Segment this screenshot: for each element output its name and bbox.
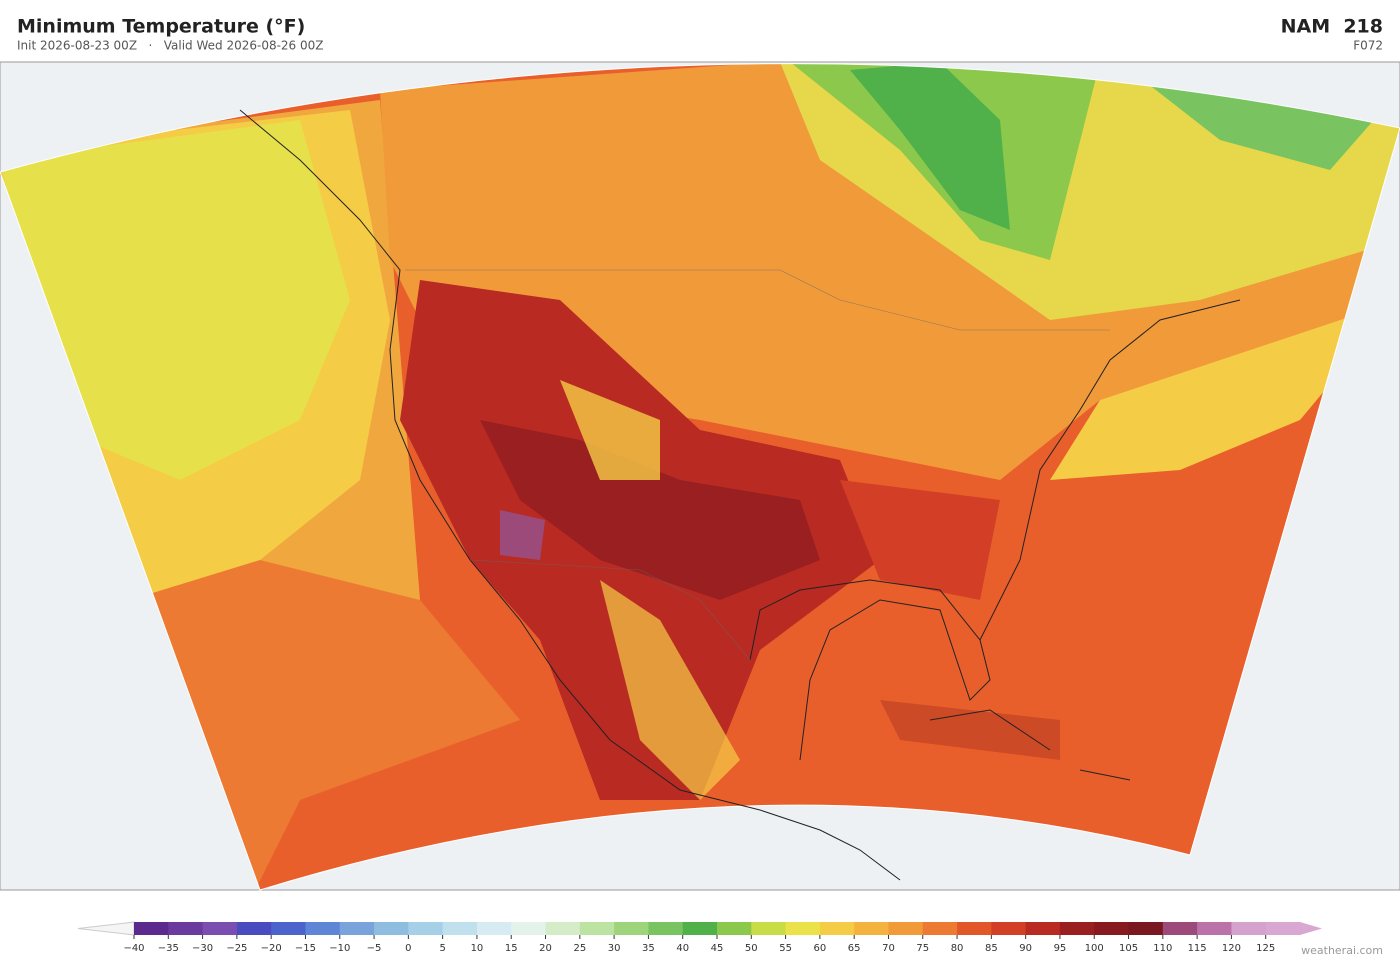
- colorbar-tick-label: −5: [367, 943, 382, 954]
- colorbar-bin: [648, 922, 684, 935]
- colorbar-bin: [442, 922, 478, 935]
- colorbar-tick-label: 20: [539, 943, 552, 954]
- colorbar-bin: [854, 922, 889, 935]
- colorbar-bin: [1231, 922, 1267, 935]
- colorbar-tick-label: 95: [1054, 943, 1067, 954]
- colorbar-bin: [476, 922, 512, 935]
- colorbar-tick-label: −25: [226, 943, 247, 954]
- colorbar-bin: [1025, 922, 1061, 935]
- colorbar-tick-label: 100: [1085, 943, 1104, 954]
- colorbar-tick-label: 75: [916, 943, 929, 954]
- credit: weatherai.com: [1301, 944, 1383, 957]
- borders: [405, 269, 1110, 661]
- colorbar-tick-label: 120: [1222, 943, 1241, 954]
- colorbar-tick-label: 90: [1019, 943, 1032, 954]
- title: Minimum Temperature (°F): [17, 16, 305, 38]
- colorbar-bin: [374, 922, 409, 935]
- colorbar-tick-label: 0: [405, 943, 411, 954]
- colorbar-bin: [408, 922, 444, 935]
- model-name: NAM 218: [1281, 16, 1383, 38]
- colorbar-bin: [614, 922, 649, 935]
- colorbar-tick-label: 5: [439, 943, 445, 954]
- colorbar-bin: [957, 922, 992, 935]
- colorbar-bin: [682, 922, 718, 935]
- colorbar-bin: [545, 922, 581, 935]
- colorbar-bin: [134, 922, 169, 935]
- colorbar-bin: [1059, 922, 1095, 935]
- colorbar-tick-label: 70: [882, 943, 895, 954]
- colorbar-tick-label: 115: [1188, 943, 1207, 954]
- colorbar-tick-label: −30: [192, 943, 213, 954]
- colorbar-tick-label: 45: [711, 943, 724, 954]
- colorbar-tick-label: 65: [848, 943, 861, 954]
- colorbar: −40 −35 −30 −25 −20 −15 −10 −5 0 5 10 15 20 25 30 35 40 4…: [77, 921, 1322, 954]
- colorbar-bin: [511, 922, 547, 935]
- colorbar-tick-label: 60: [814, 943, 827, 954]
- colorbar-bin: [1162, 922, 1198, 935]
- colorbar-tick-label: 25: [573, 943, 586, 954]
- colorbar-bin: [1265, 922, 1301, 935]
- subtitle: Init 2026-08-23 00Z · Valid Wed 2026-08-…: [17, 39, 324, 53]
- coastlines: [239, 109, 1241, 881]
- colorbar-bin: [1094, 922, 1130, 935]
- colorbar-tick-label: 55: [779, 943, 792, 954]
- colorbar-tick-label: 125: [1256, 943, 1275, 954]
- colorbar-bin: [305, 922, 341, 935]
- colorbar-tick-label: 85: [985, 943, 998, 954]
- colorbar-bin: [819, 922, 855, 935]
- colorbar-bin: [751, 922, 787, 935]
- colorbar-bin: [202, 922, 238, 935]
- colorbar-bin: [339, 922, 375, 935]
- colorbar-tick-label: 80: [951, 943, 964, 954]
- colorbar-tick-label: −15: [295, 943, 316, 954]
- colorbar-bin: [922, 922, 958, 935]
- domain-outline: [0, 63, 1400, 891]
- colorbar-tick-label: 40: [676, 943, 689, 954]
- forecast-hour: F072: [1353, 39, 1383, 53]
- colorbar-bin: [888, 922, 924, 935]
- colorbar-bin: [236, 922, 272, 935]
- colorbar-tick-label: 50: [745, 943, 758, 954]
- colorbar-tick-label: 35: [642, 943, 655, 954]
- colorbar-tick-label: 10: [471, 943, 484, 954]
- colorbar-tick-label: −20: [261, 943, 282, 954]
- temperature-field: [0, 63, 1400, 890]
- colorbar-tick-label: 15: [505, 943, 518, 954]
- colorbar-bin: [717, 922, 752, 935]
- colorbar-bin: [579, 922, 615, 935]
- colorbar-tick-label: 110: [1153, 943, 1172, 954]
- colorbar-bin: [1197, 922, 1232, 935]
- colorbar-bin: [785, 922, 821, 935]
- colorbar-tick-label: −40: [123, 943, 144, 954]
- colorbar-bin: [271, 922, 306, 935]
- colorbar-tick-label: −35: [158, 943, 179, 954]
- map: [0, 61, 1400, 891]
- colorbar-tick-label: −10: [329, 943, 350, 954]
- colorbar-tick-label: 30: [608, 943, 621, 954]
- colorbar-bin: [168, 922, 204, 935]
- colorbar-high-extension: [1300, 922, 1322, 935]
- colorbar-bin: [1128, 922, 1164, 935]
- colorbar-bin: [991, 922, 1027, 935]
- colorbar-low-extension: [77, 921, 135, 936]
- colorbar-tick-label: 105: [1119, 943, 1138, 954]
